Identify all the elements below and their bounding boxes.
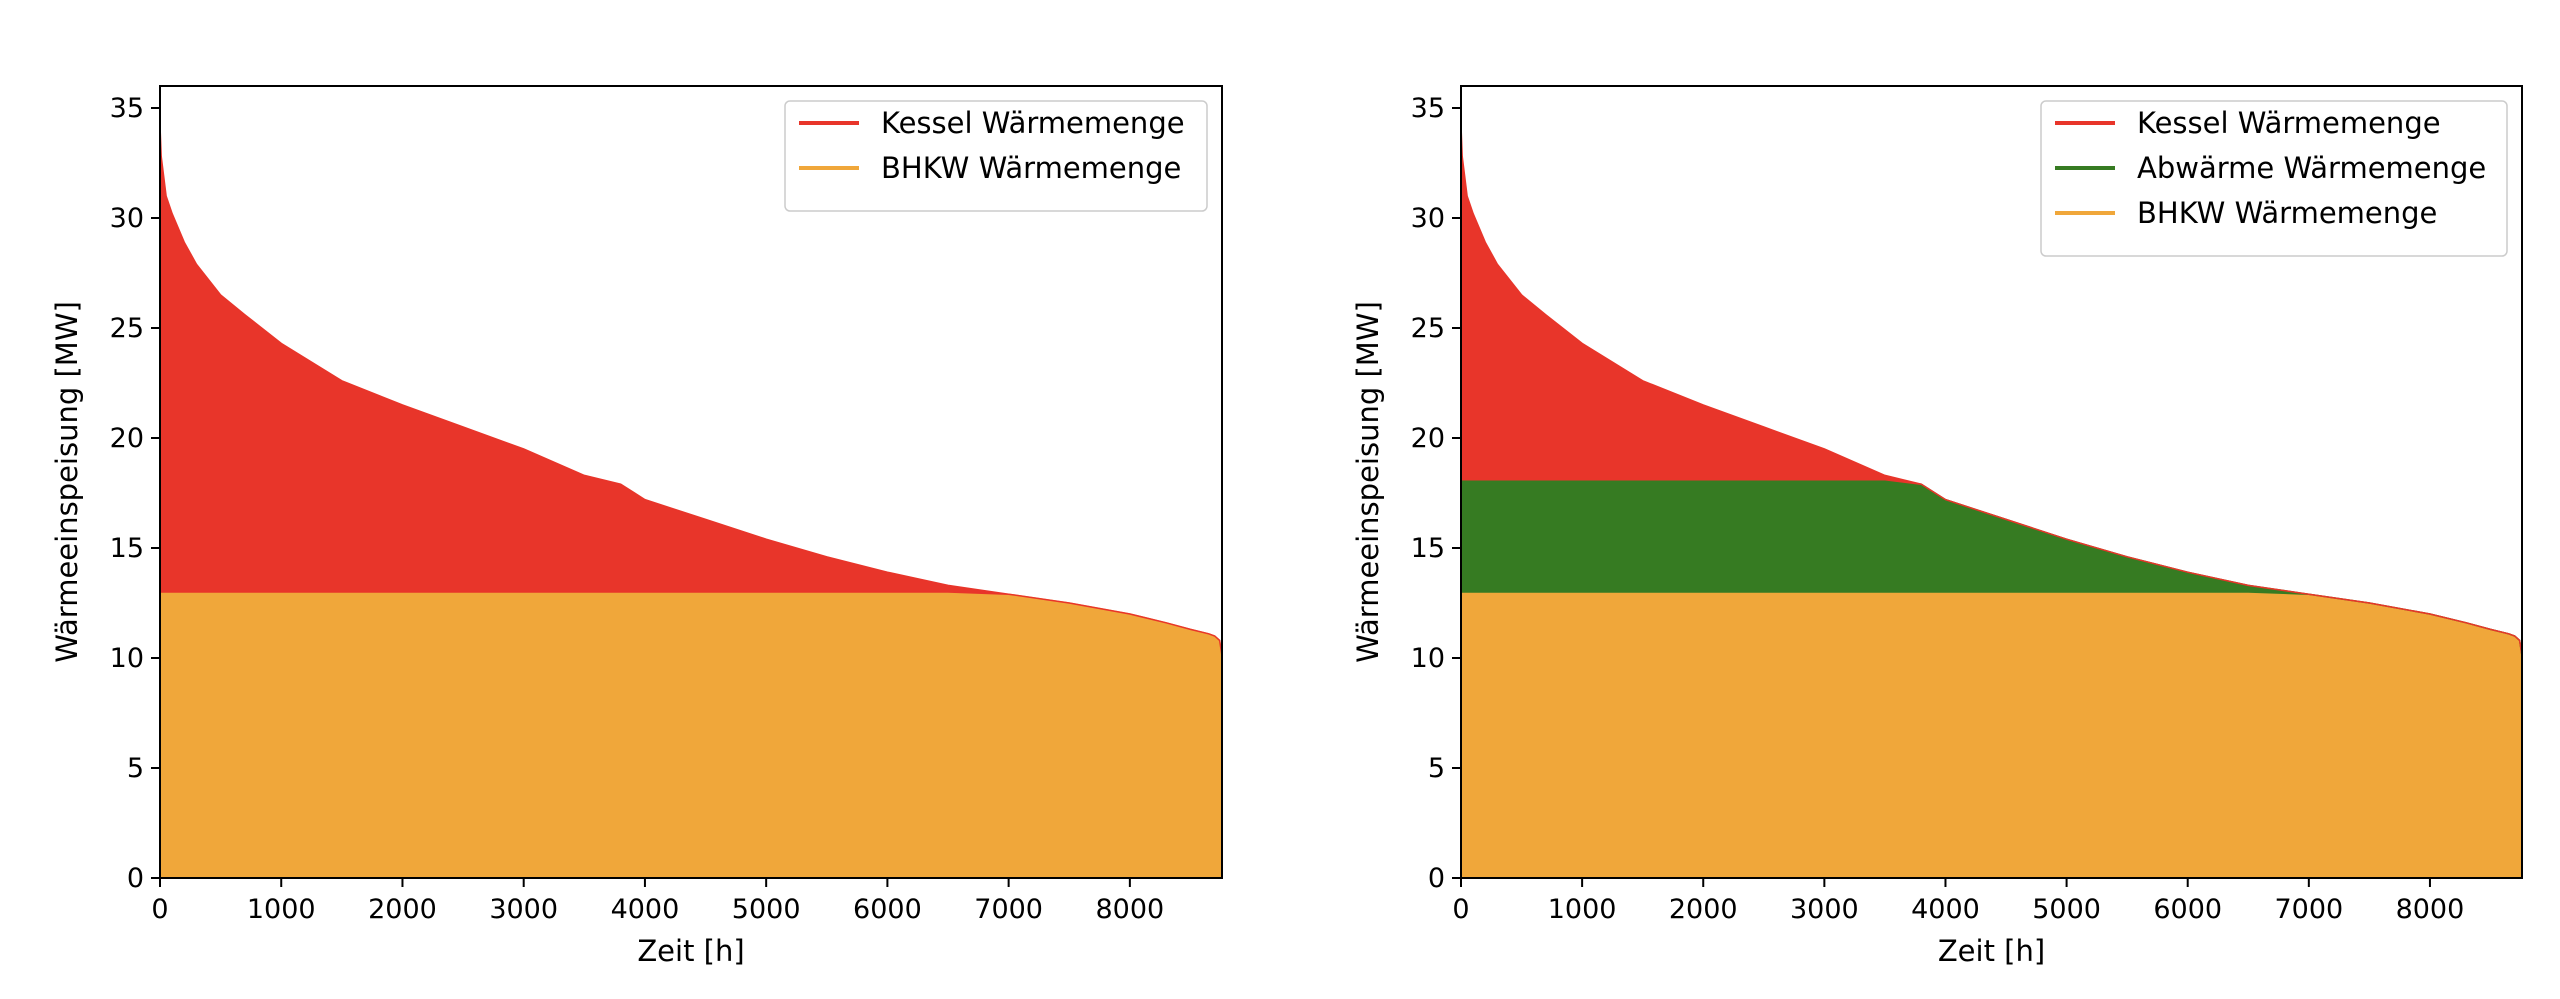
legend-label: Kessel Wärmemenge bbox=[2137, 106, 2441, 140]
legend-label: BHKW Wärmemenge bbox=[881, 151, 1181, 185]
chart-left: 0 1000 2000 3000 4000 5000 6000 7000 8000 0 5 10 15 2… bbox=[50, 85, 1223, 968]
x-tick-label: 7000 bbox=[974, 894, 1043, 925]
axes-frame bbox=[1460, 85, 2523, 879]
y-tick-label: 15 bbox=[110, 533, 144, 564]
x-tick-label: 3000 bbox=[1790, 894, 1859, 925]
y-axis-label: Wärmeeinspeisung [MW] bbox=[1351, 301, 1385, 663]
chart-right: 0 1000 2000 3000 4000 5000 6000 7000 8000 0 5 10 15 2… bbox=[1351, 85, 2523, 968]
x-tick-label: 5000 bbox=[2032, 894, 2101, 925]
legend-box bbox=[784, 100, 1208, 212]
legend-label: BHKW Wärmemenge bbox=[2137, 196, 2437, 230]
axes-frame bbox=[159, 85, 1223, 879]
x-tick-label: 3000 bbox=[489, 894, 558, 925]
x-tick-label: 8000 bbox=[2396, 894, 2465, 925]
legend-label: Abwärme Wärmemenge bbox=[2137, 151, 2486, 185]
x-tick-label: 5000 bbox=[732, 894, 801, 925]
y-tick-label: 35 bbox=[110, 93, 144, 124]
legend: Kessel Wärmemenge Abwärme Wärmemenge BHKW … bbox=[2040, 100, 2508, 257]
y-tick-label: 0 bbox=[1428, 863, 1445, 894]
legend-label: Kessel Wärmemenge bbox=[881, 106, 1185, 140]
x-tick-label: 6000 bbox=[2153, 894, 2222, 925]
y-tick-label: 30 bbox=[1411, 203, 1445, 234]
legend-box bbox=[2040, 100, 2508, 257]
y-tick-label: 5 bbox=[1428, 753, 1445, 784]
x-axis-label: Zeit [h] bbox=[637, 934, 744, 968]
y-tick-label: 15 bbox=[1411, 533, 1445, 564]
x-tick-label: 6000 bbox=[853, 894, 922, 925]
x-tick-label: 4000 bbox=[611, 894, 680, 925]
area-kessel-w-rmemenge bbox=[159, 125, 1223, 656]
y-tick-label: 25 bbox=[110, 313, 144, 344]
x-tick-label: 0 bbox=[151, 894, 168, 925]
x-tick-label: 2000 bbox=[1669, 894, 1738, 925]
x-axis-label: Zeit [h] bbox=[1938, 934, 2045, 968]
y-tick-label: 25 bbox=[1411, 313, 1445, 344]
y-axis-label: Wärmeeinspeisung [MW] bbox=[50, 301, 84, 663]
x-tick-label: 7000 bbox=[2274, 894, 2343, 925]
y-tick-label: 35 bbox=[1411, 93, 1445, 124]
area-bhkw-w-rmemenge bbox=[1460, 591, 2523, 879]
x-tick-label: 1000 bbox=[1548, 894, 1617, 925]
area-kessel-w-rmemenge bbox=[1460, 125, 2523, 656]
y-tick-label: 5 bbox=[127, 753, 144, 784]
y-tick-label: 30 bbox=[110, 203, 144, 234]
x-tick-label: 2000 bbox=[368, 894, 437, 925]
legend: Kessel Wärmemenge BHKW Wärmemenge bbox=[784, 100, 1208, 212]
x-tick-label: 0 bbox=[1452, 894, 1469, 925]
x-tick-label: 8000 bbox=[1096, 894, 1165, 925]
area-bhkw-w-rmemenge bbox=[159, 591, 1223, 879]
y-tick-label: 10 bbox=[110, 643, 144, 674]
x-tick-label: 4000 bbox=[1911, 894, 1980, 925]
x-tick-label: 1000 bbox=[247, 894, 316, 925]
y-tick-label: 20 bbox=[110, 423, 144, 454]
y-tick-label: 20 bbox=[1411, 423, 1445, 454]
y-tick-label: 0 bbox=[127, 863, 144, 894]
y-tick-label: 10 bbox=[1411, 643, 1445, 674]
